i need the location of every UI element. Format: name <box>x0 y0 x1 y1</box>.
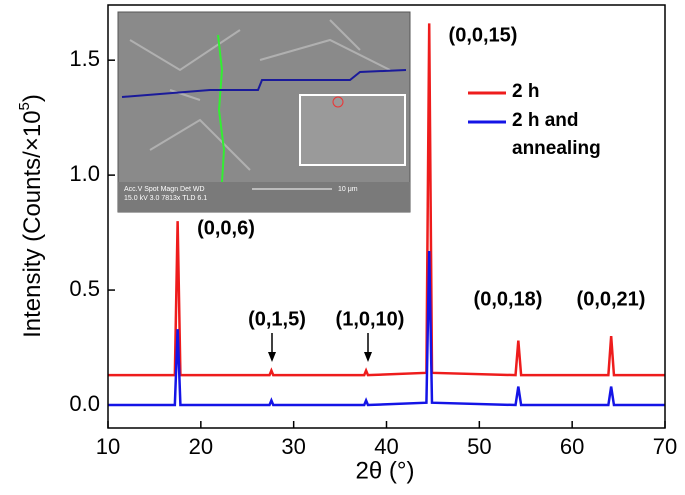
y-tick-label: 0.5 <box>69 276 100 301</box>
legend-label: 2 h <box>512 81 540 102</box>
green-profile <box>217 34 226 183</box>
series-line <box>108 23 665 377</box>
y-tick-label: 1.0 <box>69 161 100 186</box>
y-axis-label: Intensity (Counts/×105) <box>16 94 46 338</box>
legend-item: 2 h <box>512 81 540 102</box>
x-tick-label: 60 <box>560 434 584 459</box>
inset-zoom <box>299 94 406 166</box>
x-tick-label: 50 <box>467 434 491 459</box>
blue-profile <box>121 69 407 98</box>
y-tick-label: 1.5 <box>69 46 100 71</box>
arrow-head <box>364 352 372 362</box>
plot-frame <box>107 4 666 429</box>
x-tick-label: 30 <box>281 434 305 459</box>
y-label-text: ) <box>19 94 46 102</box>
x-tick-label: 10 <box>96 434 120 459</box>
peak-label: (0,0,21) <box>577 288 646 310</box>
legend-item: 2 h and annealing <box>512 110 601 159</box>
x-axis-label: 2θ (°) <box>356 457 415 484</box>
inset-image: Acc.V Spot Magn Det WD 15.0 kV 3.0 7813x… <box>117 11 411 213</box>
inset-info: Acc.V Spot Magn Det WD <box>124 186 205 193</box>
x-tick-label: 40 <box>374 434 398 459</box>
info-bar <box>118 182 410 212</box>
zoom-marker <box>332 96 344 108</box>
x-tick-label: 70 <box>653 434 677 459</box>
arrow-head <box>268 352 276 362</box>
x-tick-label: 20 <box>189 434 213 459</box>
peak-label: (0,0,18) <box>474 288 543 310</box>
inset-info: 15.0 kV 3.0 7813x TLD 6.1 <box>124 195 207 202</box>
grain-boundary <box>129 19 391 171</box>
peak-label: (0,1,5) <box>248 308 306 330</box>
y-label-sup: 5 <box>16 102 33 110</box>
peak-label: (0,0,15) <box>449 24 518 46</box>
series-line <box>108 250 665 407</box>
peak-label: (1,0,10) <box>336 308 405 330</box>
peak-label: (0,0,6) <box>197 217 255 239</box>
scale-label: 10 μm <box>338 186 358 193</box>
y-tick-label: 0.0 <box>69 391 100 416</box>
y-label-text: Intensity (Counts/×10 <box>19 110 46 337</box>
legend-label: 2 h and annealing <box>512 110 601 159</box>
